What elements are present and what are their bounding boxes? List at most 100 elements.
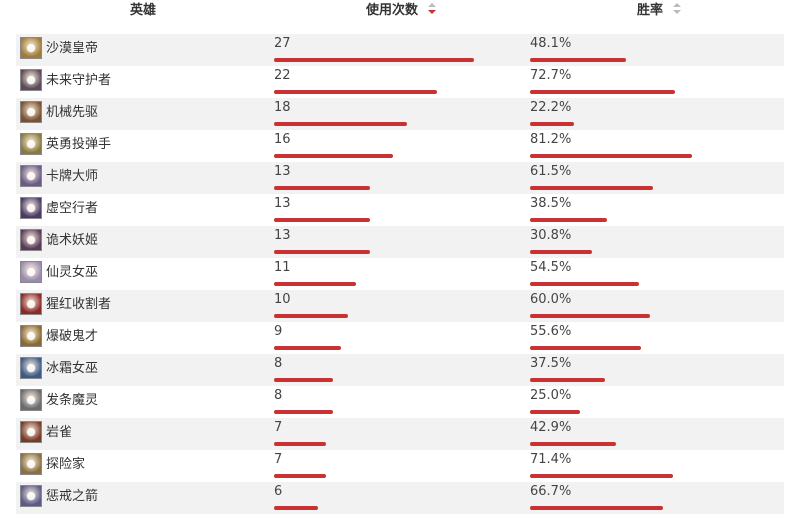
usage-count: 7 [274,420,283,435]
winrate-bar [530,90,675,94]
hero-name[interactable]: 虚空行者 [46,201,99,216]
table-row[interactable]: ● 英勇投弹手 16 81.2% [16,130,784,162]
table-row[interactable]: ● 卡牌大师 13 61.5% [16,162,784,194]
hero-avatar[interactable]: ● [20,293,42,315]
usage-count: 22 [274,68,291,83]
winrate-value: 72.7% [530,68,572,83]
table-row[interactable]: ● 冰霜女巫 8 37.5% [16,354,784,386]
hero-name[interactable]: 英勇投弹手 [46,137,112,152]
usage-count: 7 [274,452,283,467]
hero-avatar[interactable]: ● [20,69,42,91]
usage-bar [274,186,370,190]
winrate-bar [530,314,650,318]
hero-portrait-icon: ● [26,425,36,438]
table-row[interactable]: ● 猩红收割者 10 60.0% [16,290,784,322]
hero-name[interactable]: 岩雀 [46,425,73,440]
usage-count: 11 [274,260,291,275]
column-header-winrate-label[interactable]: 胜率 [637,3,664,18]
hero-name[interactable]: 未来守护者 [46,73,112,88]
winrate-bar [530,154,692,158]
hero-avatar[interactable]: ● [20,485,42,507]
usage-count: 8 [274,388,283,403]
winrate-value: 55.6% [530,324,572,339]
winrate-bar [530,442,616,446]
winrate-bar [530,378,605,382]
hero-avatar[interactable]: ● [20,261,42,283]
column-header-usage-label[interactable]: 使用次数 [366,3,419,18]
winrate-bar [530,186,653,190]
table-row[interactable]: ● 机械先驱 18 22.2% [16,98,784,130]
hero-portrait-icon: ● [26,361,36,374]
winrate-bar [530,282,639,286]
hero-avatar[interactable]: ● [20,37,42,59]
usage-bar [274,250,370,254]
hero-avatar[interactable]: ● [20,229,42,251]
table-row[interactable]: ● 沙漠皇帝 27 48.1% [16,34,784,66]
hero-portrait-icon: ● [26,457,36,470]
hero-avatar[interactable]: ● [20,389,42,411]
table-row[interactable]: ● 爆破鬼才 9 55.6% [16,322,784,354]
usage-bar [274,474,326,478]
hero-avatar[interactable]: ● [20,421,42,443]
winrate-bar [530,474,673,478]
hero-name[interactable]: 冰霜女巫 [46,361,99,376]
usage-count: 13 [274,164,291,179]
hero-name[interactable]: 仙灵女巫 [46,265,99,280]
table-header: 英雄 使用次数 胜率 [0,0,803,34]
table-row[interactable]: ● 未来守护者 22 72.7% [16,66,784,98]
hero-name[interactable]: 卡牌大师 [46,169,99,184]
hero-portrait-icon: ● [26,489,36,502]
usage-bar [274,506,318,510]
table-row[interactable]: ● 发条魔灵 8 25.0% [16,386,784,418]
hero-avatar[interactable]: ● [20,101,42,123]
hero-name[interactable]: 探险家 [46,457,86,472]
hero-name[interactable]: 爆破鬼才 [46,329,99,344]
usage-count: 16 [274,132,291,147]
hero-portrait-icon: ● [26,329,36,342]
usage-bar [274,442,326,446]
winrate-value: 22.2% [530,100,572,115]
table-row[interactable]: ● 探险家 7 71.4% [16,450,784,482]
winrate-value: 60.0% [530,292,572,307]
sort-desc-icon[interactable] [427,3,436,15]
usage-bar [274,122,407,126]
winrate-value: 61.5% [530,164,572,179]
winrate-value: 66.7% [530,484,572,499]
usage-count: 13 [274,196,291,211]
column-header-winrate[interactable]: 胜率 [637,0,681,22]
hero-name[interactable]: 诡术妖姬 [46,233,99,248]
hero-name[interactable]: 发条魔灵 [46,393,99,408]
hero-portrait-icon: ● [26,137,36,150]
hero-portrait-icon: ● [26,73,36,86]
hero-avatar[interactable]: ● [20,325,42,347]
sort-icon[interactable] [672,3,681,15]
hero-name[interactable]: 机械先驱 [46,105,99,120]
usage-bar [274,58,474,62]
hero-avatar[interactable]: ● [20,165,42,187]
table-row[interactable]: ● 仙灵女巫 11 54.5% [16,258,784,290]
hero-avatar[interactable]: ● [20,357,42,379]
usage-count: 10 [274,292,291,307]
column-header-usage[interactable]: 使用次数 [366,0,436,22]
table-row[interactable]: ● 惩戒之箭 6 66.7% [16,482,784,514]
winrate-value: 37.5% [530,356,572,371]
winrate-value: 30.8% [530,228,572,243]
hero-avatar[interactable]: ● [20,133,42,155]
winrate-bar [530,250,592,254]
hero-avatar[interactable]: ● [20,453,42,475]
hero-name[interactable]: 惩戒之箭 [46,489,99,504]
table-row[interactable]: ● 虚空行者 13 38.5% [16,194,784,226]
hero-name[interactable]: 沙漠皇帝 [46,41,99,56]
hero-avatar[interactable]: ● [20,197,42,219]
hero-name[interactable]: 猩红收割者 [46,297,112,312]
winrate-bar [530,122,574,126]
winrate-bar [530,346,641,350]
winrate-value: 25.0% [530,388,572,403]
winrate-value: 71.4% [530,452,572,467]
usage-bar [274,346,341,350]
usage-count: 18 [274,100,291,115]
table-row[interactable]: ● 诡术妖姬 13 30.8% [16,226,784,258]
table-row[interactable]: ● 岩雀 7 42.9% [16,418,784,450]
winrate-bar [530,410,580,414]
